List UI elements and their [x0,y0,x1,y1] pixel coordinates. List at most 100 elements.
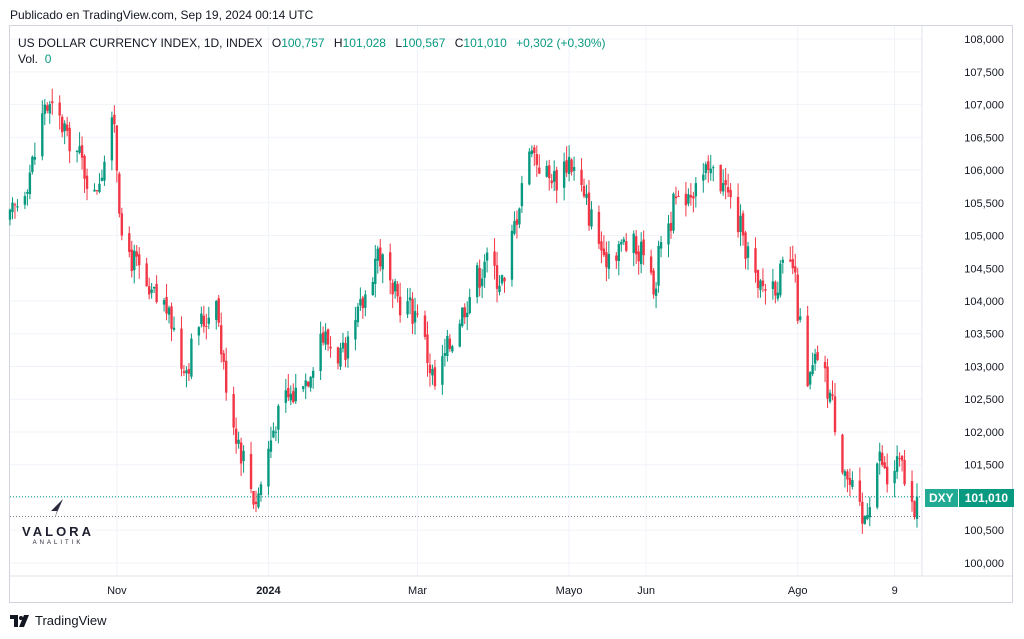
published-header: Publicado en TradingView.com, Sep 19, 20… [10,8,314,22]
candle-body [162,300,166,305]
candle-body [376,248,379,261]
candle-body [881,452,884,465]
candle-body [739,215,742,232]
candle-body [336,347,340,364]
candle-body [642,239,645,256]
candle-body [707,161,710,171]
candle-body [513,221,516,234]
candle-body [374,258,377,285]
candle-body [180,328,183,369]
candle-body [428,364,432,374]
y-tick-label: 107,500 [964,67,1004,79]
candle-body [744,232,747,259]
candle-body [811,365,814,375]
candle-body [187,368,191,374]
candle-body [585,194,588,198]
candle-body [826,366,829,399]
candle-body [155,283,158,303]
candle-body [823,361,827,369]
candle-body [306,381,310,387]
candle-body [128,233,131,252]
candle-body [565,160,568,173]
candle-body [267,448,270,487]
badge-price: 101,010 [958,489,1015,507]
chart-legend: US DOLLAR CURRENCY INDEX, 1D, INDEX O100… [18,36,606,50]
candle-body [165,297,168,314]
valora-watermark: VALORA ANALITIK [20,497,96,546]
candle-body [217,298,220,323]
candle-body [657,245,660,286]
y-tick-label: 108,000 [964,34,1004,46]
candle-body [269,440,273,452]
legend-change: +0,302 (+0,30%) [516,36,606,50]
candle-body [443,353,447,356]
candle-body [654,288,658,296]
candle-body [51,101,54,104]
candle-body [130,249,133,272]
candle-body [113,114,116,125]
y-tick-label: 104,000 [964,296,1004,308]
candle-body [617,244,621,262]
candle-body [572,167,576,171]
y-tick-label: 103,000 [964,361,1004,373]
candle-body [550,180,553,184]
candle-body [311,370,315,378]
candle-body [197,327,201,336]
candle-body [684,193,688,206]
candle-body [878,451,881,462]
candle-body [774,281,777,296]
candle-body [135,251,138,257]
candle-body [548,165,551,179]
candle-body [150,289,153,293]
candle-body [95,190,99,192]
candle-body [441,356,444,385]
candle-body [202,315,206,327]
candle-body [63,123,66,132]
candle-body [746,246,750,258]
tradingview-logo-icon [10,614,29,627]
candle-body [903,459,906,485]
candle-body [65,124,69,131]
candle-body [485,252,489,261]
candle-body [637,251,640,262]
candle-body [833,396,837,433]
candle-body [649,256,653,273]
tradingview-footer[interactable]: TradingView [10,613,107,628]
candle-body [33,156,37,160]
candle-body [861,501,864,524]
candle-body [324,331,327,345]
candle-body [11,202,14,213]
candle-body [635,236,638,255]
candle-body [687,194,690,204]
candle-body [600,241,603,251]
candle-body [622,239,625,243]
candle-body [388,252,392,281]
candle-body [866,515,869,520]
candle-body [23,196,27,205]
candle-body [292,391,295,403]
candle-body [475,265,479,298]
candle-body [451,346,454,352]
candle-body [736,196,740,233]
candle-body [78,146,81,153]
candle-body [309,376,312,388]
candle-body [463,307,466,318]
candle-body [816,352,819,360]
y-tick-label: 103,500 [964,329,1004,341]
candle-body [607,254,611,269]
candle-body [515,219,519,225]
candle-body [776,292,780,299]
candle-body [237,439,240,444]
chart-frame[interactable] [9,25,1013,603]
candle-body [632,233,635,254]
candle-body [729,190,732,198]
candle-body [562,161,566,188]
y-tick-label: 102,000 [964,427,1004,439]
candle-body [659,242,663,249]
candle-body [530,150,534,155]
candle-body [145,263,148,287]
candle-body [431,368,434,376]
candle-body [893,470,896,484]
badge-symbol: DXY [925,489,959,507]
